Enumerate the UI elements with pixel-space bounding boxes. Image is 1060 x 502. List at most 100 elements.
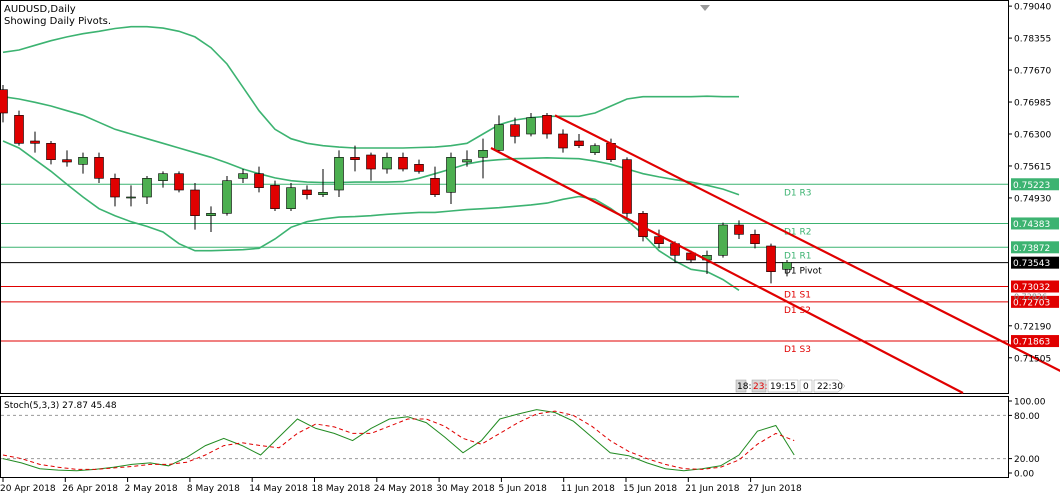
candle-body: [734, 224, 744, 235]
candle-body: [574, 140, 584, 146]
candle: [462, 150, 472, 167]
candle-body: [558, 133, 568, 149]
candle-body: [318, 192, 328, 195]
candle-body: [254, 173, 264, 188]
candle: [238, 169, 248, 183]
candle: [190, 183, 200, 230]
candle-body: [0, 89, 8, 114]
candle: [478, 138, 488, 179]
candle-body: [462, 159, 472, 163]
candle-body: [542, 115, 552, 135]
candle: [334, 150, 344, 197]
candle-body: [94, 157, 104, 179]
stoch-tick-label: 0.00: [1014, 470, 1034, 480]
trend-channel: [490, 114, 1060, 394]
candle-body: [350, 157, 360, 160]
price-tick-label: 0.79040: [1014, 3, 1051, 13]
candle: [366, 152, 376, 181]
candle-body: [222, 180, 232, 214]
candle: [750, 229, 760, 249]
candle-body: [430, 178, 440, 195]
stoch-panel-frame: [0, 396, 1009, 478]
price-box-label-d1-r1: 0.73872: [1013, 244, 1050, 254]
time-tick-label: 18 May 2018: [312, 484, 371, 494]
stoch-signal-line: [2, 410, 795, 470]
candle: [46, 141, 56, 165]
candle: [94, 152, 104, 183]
candle: [286, 183, 296, 211]
candle: [254, 166, 264, 193]
candle: [158, 171, 168, 188]
candle-body: [654, 236, 664, 244]
candle: [622, 157, 632, 218]
candle-body: [446, 157, 456, 193]
candle-body: [718, 224, 728, 256]
countdown-c: 19:15: [770, 382, 796, 392]
pivot-label-d1-s2: D1 S2: [784, 306, 811, 316]
candle: [782, 260, 792, 277]
price-tick-label: 0.71505: [1014, 354, 1051, 364]
price-tick-label: 0.74930: [1014, 194, 1051, 204]
candle-body: [14, 115, 24, 144]
candle: [574, 134, 584, 148]
candle-body: [270, 185, 280, 209]
candle: [558, 129, 568, 153]
candle: [718, 222, 728, 258]
price-box-label-d1-pivot: 0.73543: [1013, 259, 1050, 269]
candle: [174, 171, 184, 193]
candle-body: [414, 164, 424, 172]
chart-shift-marker[interactable]: [700, 5, 710, 11]
price-box-label-d1-r3: 0.75223: [1013, 181, 1050, 191]
candle-body: [238, 173, 248, 179]
candle: [142, 176, 152, 204]
price-tick-label: 0.72190: [1014, 322, 1051, 332]
time-tick-label: 5 Jun 2018: [498, 484, 547, 494]
candle: [430, 166, 440, 197]
price-box-d1-s2: [1011, 295, 1059, 308]
candle: [590, 143, 600, 155]
price-box-label-d1-s3: 0.71863: [1013, 338, 1050, 348]
channel-line-upper: [554, 114, 1060, 373]
pivot-indicator-subtitle: Showing Daily Pivots.: [4, 16, 111, 27]
price-panel-frame: [0, 0, 1009, 394]
price-axis: 0.79040 0.78355 0.77670 0.76985 0.76300 0.756…: [1008, 3, 1059, 364]
candle-body: [62, 159, 72, 163]
time-tick-label: 21 Jun 2018: [685, 484, 739, 494]
candle-body: [78, 157, 88, 165]
candle: [270, 180, 280, 211]
channel-line-lower: [490, 147, 964, 394]
candle-body: [494, 124, 504, 151]
price-tick-label: 0.76300: [1014, 131, 1051, 141]
stoch-main-line: [2, 409, 795, 472]
candle: [494, 115, 504, 153]
pivot-label-d1-pivot: D1 Pivot: [784, 267, 822, 277]
candle-body: [478, 150, 488, 158]
candle: [62, 150, 72, 167]
candle-body: [30, 140, 40, 144]
candle-body: [206, 213, 216, 216]
candle-body: [174, 173, 184, 191]
candle: [350, 145, 360, 172]
candle-body: [366, 154, 376, 170]
candle-body: [158, 173, 168, 181]
price-tick-label: 0.76985: [1014, 99, 1051, 109]
price-box-d1-pivot: [1011, 256, 1059, 269]
price-box-label-d1-s1: 0.73032: [1013, 283, 1050, 293]
price-box-d1-r3: [1011, 178, 1059, 191]
candle-body: [286, 187, 296, 209]
countdown-d: 0: [803, 382, 809, 392]
candle: [0, 85, 8, 123]
price-tick-label: 0.77670: [1014, 67, 1051, 77]
countdown-box: 18: 23: 19:15 0 22:30: [735, 379, 846, 393]
candle-body: [510, 124, 520, 137]
price-tick-label: 0.75615: [1014, 162, 1051, 172]
candle: [78, 152, 88, 174]
price-box-d1-r1: [1011, 241, 1059, 254]
candle-body: [110, 178, 120, 198]
candle: [222, 176, 232, 216]
time-tick-label: 2 May 2018: [125, 484, 178, 494]
pivot-label-d1-s1: D1 S1: [784, 291, 811, 301]
candle-body: [334, 157, 344, 191]
candle-body: [190, 189, 200, 216]
